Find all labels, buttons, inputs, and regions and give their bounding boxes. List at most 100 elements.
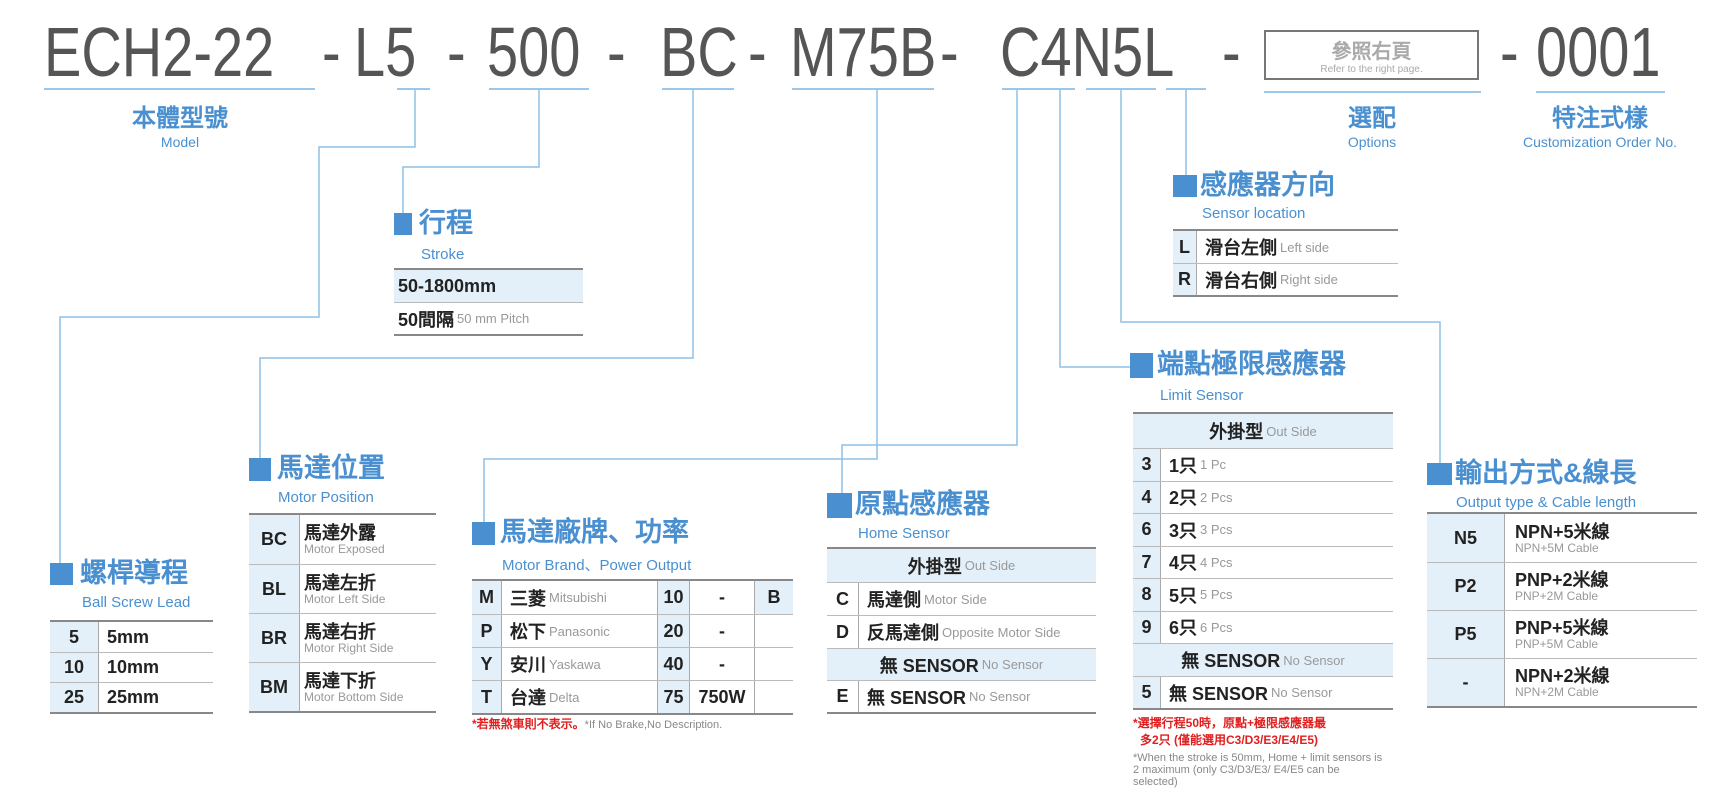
description-en: NPN+2M Cable (1515, 685, 1599, 699)
table-row: T 台達 Delta 75 750W (472, 680, 793, 713)
motor-position-subtitle: Motor Position (278, 489, 374, 506)
sensor-location-subtitle: Sensor location (1202, 205, 1306, 222)
description-en: 50 mm Pitch (457, 311, 530, 326)
code-motor-brand: M75B (790, 13, 937, 91)
description-zh: 6只 (1169, 618, 1198, 639)
label-custom-zh: 特注式樣 (1552, 105, 1648, 132)
description-cell: 台達 Delta (502, 681, 658, 713)
connector-motor-brand (483, 89, 878, 522)
description-en: Panasonic (549, 623, 610, 639)
description-zh: 無 SENSOR (879, 655, 979, 676)
limit-note-red-1: *選擇行程50時，原點+極限感應器最 (1133, 716, 1327, 730)
brake-cell (755, 615, 793, 647)
table-row: D 反馬達側 Opposite Motor Side (827, 615, 1096, 648)
code-cell: L (1173, 231, 1197, 263)
underline-home-limit (1002, 88, 1075, 90)
description-cell: 4只 4 Pcs (1161, 547, 1393, 579)
description-cell: 無 SENSOR No Sensor (827, 649, 1096, 680)
brake-note: *若無煞車則不表示。*If No Brake,No Description. (472, 715, 722, 733)
code-model: ECH2-22 (44, 13, 275, 91)
code-separator: - (1500, 13, 1519, 91)
underline-stroke (489, 88, 589, 90)
connector-home-sensor (841, 89, 1018, 493)
table-row: P5 PNP+5米線 PNP+5M Cable (1427, 610, 1697, 658)
stroke-table: 50-1800mm 50間隔 50 mm Pitch (394, 268, 583, 336)
description-cell: 滑台右側 Right side (1197, 264, 1398, 295)
description-en: 1 Pc (1200, 457, 1227, 473)
description-zh: PNP+2米線 (1515, 570, 1609, 590)
table-row: 3 1只 1 Pc (1133, 448, 1393, 481)
code-cell: N5 (1427, 514, 1505, 562)
description-cell: 松下 Panasonic (502, 615, 658, 647)
description-cell: 反馬達側 Opposite Motor Side (859, 616, 1096, 648)
description-cell: PNP+2米線 PNP+2M Cable (1505, 563, 1697, 610)
description-en: No Sensor (969, 689, 1031, 704)
code-cell: D (827, 616, 859, 648)
table-row: 外掛型 Out Side (1133, 414, 1393, 448)
code-motor-position: BC (660, 13, 738, 91)
underline-model (44, 88, 315, 90)
label-options-zh: 選配 (1348, 105, 1396, 132)
code-cell: BC (249, 515, 300, 564)
description-en: Motor Right Side (304, 640, 394, 655)
description-en: 3 Pcs (1200, 522, 1233, 538)
description-zh: 松下 (510, 622, 546, 642)
section-marker-icon (50, 563, 73, 585)
underline-motor-brand (792, 88, 934, 90)
table-row: M 三菱 Mitsubishi 10- B (472, 581, 793, 614)
description-en: Mitsubishi (549, 590, 607, 605)
description-zh: 外掛型 (907, 556, 962, 577)
label-model-en: Model (160, 134, 200, 150)
description-zh: 滑台左側 (1205, 238, 1277, 258)
brand-code-cell: P (472, 615, 502, 647)
description-cell: 滑台左側 Left side (1197, 231, 1398, 263)
description-zh: NPN+5米線 (1515, 521, 1610, 542)
description-cell: NPN+2米線 NPN+2M Cable (1505, 659, 1697, 706)
code-lead: L5 (354, 13, 417, 91)
output-subtitle: Output type & Cable length (1456, 494, 1637, 511)
description-en: Out Side (1266, 423, 1317, 439)
description-en: 2 Pcs (1200, 489, 1233, 505)
description-cell: 5只 5 Pcs (1161, 579, 1393, 611)
table-row: C 馬達側 Motor Side (827, 582, 1096, 615)
table-row: 50-1800mm (394, 270, 583, 302)
table-row: 4 2只 2 Pcs (1133, 480, 1393, 514)
table-row: P 松下 Panasonic 20- (472, 614, 793, 647)
code-cell: 25 (50, 683, 99, 712)
table-row: 10 10mm (50, 652, 213, 682)
motor-position-title: 馬達位置 (277, 453, 385, 483)
power-code-cell: 75 (658, 681, 690, 713)
description-en: 4 Pcs (1200, 554, 1233, 570)
description-zh: 馬達右折 (304, 621, 376, 642)
description-cell: 2只 2 Pcs (1161, 482, 1393, 514)
section-marker-icon (1427, 463, 1452, 485)
description-cell: 馬達外露 Motor Exposed (300, 515, 436, 564)
description-zh: 無 SENSOR (1181, 651, 1281, 671)
description-en: Motor Side (924, 591, 987, 607)
limit-sensor-subtitle: Limit Sensor (1160, 387, 1244, 404)
description-cell: 外掛型 Out Side (827, 549, 1096, 582)
value-cell: 10mm (107, 657, 160, 677)
table-row: BR 馬達右折 Motor Right Side (249, 613, 436, 662)
description-zh: 台達 (510, 688, 546, 708)
brand-code-cell: T (472, 681, 502, 713)
description-en: Right side (1280, 272, 1338, 287)
table-row: 無 SENSOR No Sensor (1133, 643, 1393, 676)
table-row: 8 5只 5 Pcs (1133, 578, 1393, 611)
description-zh: 50間隔 (398, 309, 455, 330)
code-cell: 8 (1133, 579, 1161, 611)
home-sensor-table: 外掛型 Out Side C 馬達側 Motor Side D 反馬達側 Opposite M… (827, 547, 1096, 714)
limit-note-en: *When the stroke is 50mm, Home + limit s… (1133, 752, 1383, 788)
stroke-subtitle: Stroke (421, 246, 465, 263)
code-sensors: C4N5L (1000, 13, 1175, 91)
description-zh: 三菱 (510, 588, 546, 609)
underline-lead (397, 88, 430, 90)
table-row: P2 PNP+2米線 PNP+2M Cable (1427, 562, 1697, 610)
table-row: 7 4只 4 Pcs (1133, 545, 1393, 579)
value-cell: 25mm (107, 687, 160, 707)
ball-screw-table: 5 5mm 10 10mm 25 25mm (50, 620, 213, 714)
table-row: 外掛型 Out Side (827, 549, 1096, 582)
description-cell: 1只 1 Pc (1161, 449, 1393, 481)
code-cell: 6 (1133, 514, 1161, 546)
